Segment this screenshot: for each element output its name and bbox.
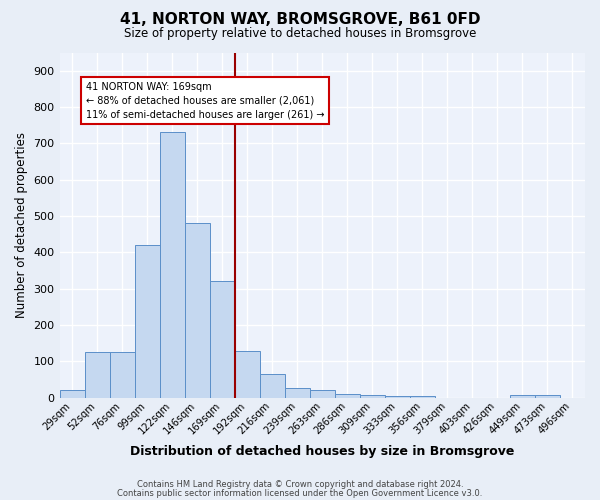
Bar xyxy=(185,224,209,398)
Text: Contains HM Land Registry data © Crown copyright and database right 2024.: Contains HM Land Registry data © Crown c… xyxy=(137,480,463,489)
Bar xyxy=(535,395,560,398)
Bar xyxy=(360,395,385,398)
Bar xyxy=(260,374,285,398)
Bar xyxy=(410,396,435,398)
Bar xyxy=(385,396,410,398)
Bar xyxy=(85,352,110,398)
Text: Contains public sector information licensed under the Open Government Licence v3: Contains public sector information licen… xyxy=(118,488,482,498)
Bar xyxy=(510,395,535,398)
Bar xyxy=(310,390,335,398)
Y-axis label: Number of detached properties: Number of detached properties xyxy=(15,132,28,318)
Bar xyxy=(59,390,85,398)
Text: Size of property relative to detached houses in Bromsgrove: Size of property relative to detached ho… xyxy=(124,28,476,40)
X-axis label: Distribution of detached houses by size in Bromsgrove: Distribution of detached houses by size … xyxy=(130,444,514,458)
Text: 41, NORTON WAY, BROMSGROVE, B61 0FD: 41, NORTON WAY, BROMSGROVE, B61 0FD xyxy=(120,12,480,28)
Bar xyxy=(285,388,310,398)
Bar xyxy=(160,132,185,398)
Bar xyxy=(235,350,260,398)
Text: 41 NORTON WAY: 169sqm
← 88% of detached houses are smaller (2,061)
11% of semi-d: 41 NORTON WAY: 169sqm ← 88% of detached … xyxy=(86,82,325,120)
Bar xyxy=(110,352,134,398)
Bar xyxy=(335,394,360,398)
Bar xyxy=(134,245,160,398)
Bar xyxy=(209,282,235,398)
